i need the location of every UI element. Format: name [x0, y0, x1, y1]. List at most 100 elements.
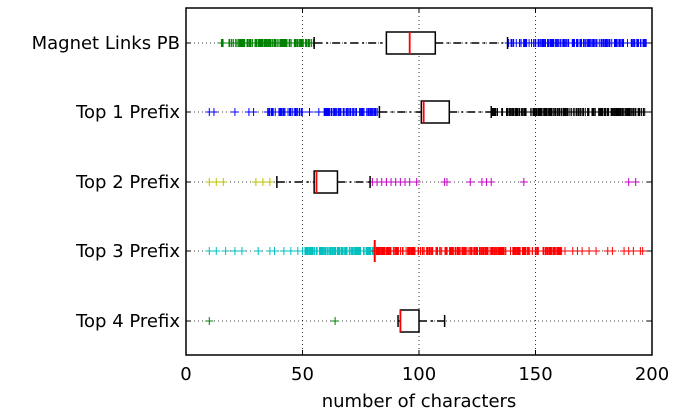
outlier-point [321, 108, 330, 116]
outlier-point [331, 317, 340, 325]
outlier-point [631, 178, 640, 186]
x-tick-label: 0 [180, 364, 191, 385]
outlier-point [246, 39, 255, 47]
category-label: Top 4 Prefix [75, 311, 180, 332]
iqr-box [420, 100, 451, 124]
outlier-point [368, 108, 377, 116]
outlier-point [271, 108, 280, 116]
outlier-point [391, 247, 400, 255]
outlier-point [249, 108, 258, 116]
outlier-point [270, 247, 279, 255]
outlier-point [483, 247, 492, 255]
outlier-point [528, 247, 537, 255]
outlier-point [624, 178, 633, 186]
outlier-point [270, 39, 279, 47]
outlier-point [578, 247, 587, 255]
outlier-point [302, 39, 311, 47]
outlier-point [592, 247, 601, 255]
outlier-point [583, 108, 592, 116]
outlier-point [509, 39, 518, 47]
outlier-point [286, 247, 295, 255]
outlier-point [237, 247, 246, 255]
outlier-point [363, 247, 372, 255]
outlier-point [603, 39, 612, 47]
iqr-box [313, 170, 339, 194]
outlier-point [205, 317, 214, 325]
x-axis-label: number of characters [322, 391, 517, 412]
box-elements [276, 31, 509, 333]
outlier-point [487, 178, 496, 186]
x-tick-label: 150 [518, 364, 552, 385]
outlier-point [531, 39, 540, 47]
outlier-point [405, 178, 414, 186]
outlier-point [519, 39, 528, 47]
outlier-point [442, 178, 451, 186]
outlier-point [629, 247, 638, 255]
category-label: Top 3 Prefix [75, 241, 180, 262]
outlier-point [217, 39, 226, 47]
outlier-point [212, 247, 221, 255]
outlier-point [540, 39, 549, 47]
outlier-point [212, 178, 221, 186]
x-ticks: 0 50 100 150 200 [180, 8, 669, 385]
outlier-point [290, 108, 299, 116]
iqr-box [399, 309, 420, 333]
outlier-point [236, 39, 245, 47]
outlier-point [205, 178, 214, 186]
outlier-point [414, 247, 423, 255]
outlier-point [607, 108, 616, 116]
outlier-point [350, 108, 359, 116]
x-tick-label: 200 [635, 364, 669, 385]
outlier-point [341, 247, 350, 255]
outlier-point [625, 108, 634, 116]
category-label: Magnet Links PB [32, 33, 180, 54]
outlier-point [349, 247, 358, 255]
outlier-point [639, 39, 648, 47]
outlier-point [519, 178, 528, 186]
x-tick-label: 50 [291, 364, 314, 385]
outlier-point [560, 39, 569, 47]
outlier-point [302, 247, 311, 255]
category-label: Top 2 Prefix [75, 172, 180, 193]
iqr-box [385, 31, 437, 55]
outlier-point [532, 108, 541, 116]
outlier-point [638, 247, 647, 255]
outlier-point [567, 108, 576, 116]
outlier-point [455, 247, 464, 255]
category-labels: Magnet Links PB Top 1 Prefix Top 2 Prefix T… [32, 33, 181, 332]
outlier-point [265, 178, 274, 186]
outlier-point [585, 247, 594, 255]
outlier-point [512, 108, 521, 116]
outlier-point [600, 108, 609, 116]
outlier-point [258, 178, 267, 186]
outlier-point [230, 108, 239, 116]
outlier-point [540, 108, 549, 116]
outlier-point [251, 178, 260, 186]
outlier-point [221, 247, 230, 255]
outlier-point [412, 178, 421, 186]
outlier-point [573, 39, 582, 47]
outlier-point [297, 108, 306, 116]
outlier-point [608, 247, 617, 255]
outlier-point [433, 247, 442, 255]
outlier-point [519, 247, 528, 255]
outlier-point [254, 247, 263, 255]
outlier-point [467, 247, 476, 255]
category-label: Top 1 Prefix [75, 102, 180, 123]
outlier-point [323, 247, 332, 255]
outlier-point [258, 39, 267, 47]
outlier-point [209, 108, 218, 116]
outlier-point [229, 39, 238, 47]
outlier-point [230, 247, 239, 255]
x-tick-label: 100 [402, 364, 436, 385]
outlier-point [553, 108, 562, 116]
outlier-point [205, 247, 214, 255]
outlier-point [219, 178, 228, 186]
outlier-point [440, 247, 449, 255]
outlier-point [615, 39, 624, 47]
outlier-point [280, 39, 289, 47]
outlier-point [305, 108, 314, 116]
outlier-point [551, 247, 560, 255]
